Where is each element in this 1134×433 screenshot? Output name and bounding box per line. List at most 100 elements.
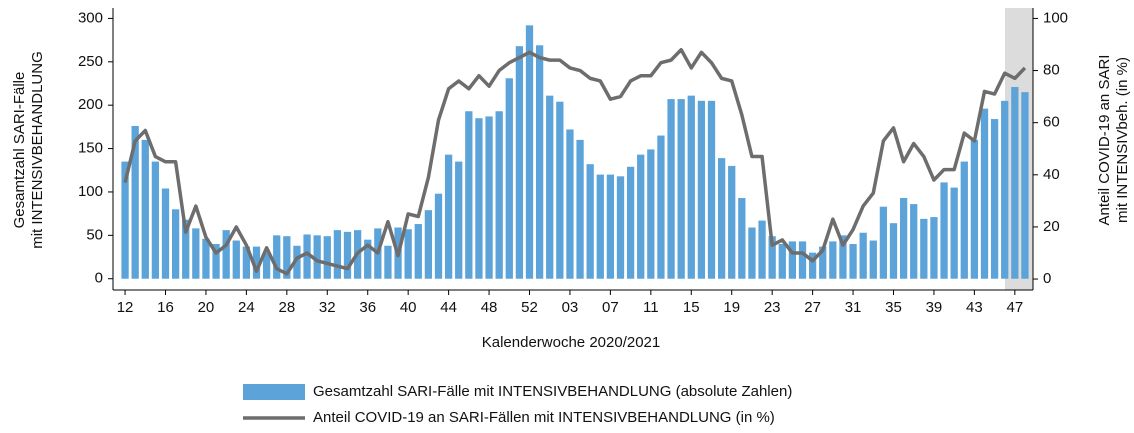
bar xyxy=(525,25,534,279)
bar xyxy=(515,46,524,279)
bar xyxy=(586,164,594,279)
bar xyxy=(1021,92,1029,279)
bar xyxy=(829,241,837,279)
bar xyxy=(728,165,736,279)
x-tick-label: 15 xyxy=(683,299,700,316)
x-tick-label: 19 xyxy=(723,299,740,316)
bar xyxy=(707,100,716,279)
bar xyxy=(262,252,271,279)
bar xyxy=(343,231,352,279)
bar xyxy=(505,78,513,279)
y2-axis-title: mit INTENSIVbeh. (in %) xyxy=(1114,57,1131,223)
bar xyxy=(687,95,695,279)
bar xyxy=(434,193,443,279)
bar xyxy=(303,234,311,279)
bar xyxy=(293,245,301,279)
bar xyxy=(849,244,857,279)
bar xyxy=(768,236,776,279)
bar xyxy=(990,119,999,279)
bar xyxy=(980,108,989,279)
bar xyxy=(839,235,847,279)
y-tick-label: 200 xyxy=(78,96,103,113)
bar xyxy=(495,111,503,279)
bar xyxy=(364,239,372,279)
x-tick-label: 23 xyxy=(764,299,781,316)
x-tick-label: 48 xyxy=(481,299,498,316)
bar xyxy=(465,111,473,279)
legend-swatch xyxy=(243,384,305,400)
y-tick-label: 0 xyxy=(95,270,103,287)
bar xyxy=(899,198,908,279)
y2-axis-title: Anteil COVID-19 an SARI xyxy=(1096,55,1113,226)
bar xyxy=(879,206,888,279)
bar xyxy=(151,161,160,279)
bar xyxy=(616,176,625,279)
bar xyxy=(778,244,786,279)
bar xyxy=(182,219,190,279)
y-tick-label: 150 xyxy=(78,140,103,157)
bar xyxy=(647,149,655,279)
bar xyxy=(950,187,958,279)
bar xyxy=(637,154,645,279)
y-axis-title: Gesamtzahl SARI-Fälle xyxy=(11,72,28,229)
y2-tick-label: 0 xyxy=(1043,270,1051,287)
bar xyxy=(738,198,746,279)
bar xyxy=(273,235,281,279)
y2-tick-label: 60 xyxy=(1043,114,1060,131)
bar xyxy=(283,236,291,279)
y-tick-label: 300 xyxy=(78,9,103,26)
bar xyxy=(323,236,331,279)
bar xyxy=(626,166,635,279)
bar xyxy=(889,223,898,279)
bar xyxy=(960,161,968,279)
bar xyxy=(910,204,918,279)
bar xyxy=(677,99,685,279)
bar xyxy=(202,238,210,279)
x-tick-label: 44 xyxy=(440,299,457,316)
bar xyxy=(566,129,574,279)
x-tick-label: 20 xyxy=(198,299,215,316)
bar xyxy=(819,246,827,279)
bar xyxy=(192,228,200,279)
x-tick-label: 47 xyxy=(1006,299,1023,316)
bar xyxy=(717,158,726,279)
bar xyxy=(748,227,756,279)
bar xyxy=(222,230,230,279)
bar xyxy=(667,99,675,279)
x-tick-label: 39 xyxy=(926,299,943,316)
bar xyxy=(576,139,584,279)
bar xyxy=(252,246,261,279)
bar xyxy=(232,240,240,279)
bar xyxy=(121,161,129,279)
bar xyxy=(535,45,544,279)
bar xyxy=(657,135,665,279)
bar xyxy=(485,116,493,279)
bar xyxy=(141,139,149,279)
bar xyxy=(758,220,766,279)
bar xyxy=(444,154,453,279)
x-tick-label: 27 xyxy=(804,299,821,316)
x-tick-label: 35 xyxy=(885,299,902,316)
x-tick-label: 40 xyxy=(400,299,417,316)
bar xyxy=(606,174,615,279)
bar xyxy=(869,240,877,279)
bar xyxy=(798,241,807,279)
bar xyxy=(333,230,342,279)
y2-tick-label: 20 xyxy=(1043,218,1060,235)
line xyxy=(123,47,1027,276)
bar xyxy=(161,188,170,279)
bar xyxy=(546,95,554,279)
x-tick-label: 07 xyxy=(602,299,619,316)
x-tick-label: 31 xyxy=(845,299,862,316)
bar xyxy=(940,182,948,279)
bar xyxy=(920,218,928,279)
bar xyxy=(131,126,139,279)
bar xyxy=(970,139,979,279)
x-tick-label: 52 xyxy=(521,299,538,316)
x-tick-label: 24 xyxy=(238,299,255,316)
x-tick-label: 28 xyxy=(278,299,295,316)
bar xyxy=(697,100,706,279)
bar xyxy=(424,210,433,279)
x-tick-label: 03 xyxy=(562,299,579,316)
bar xyxy=(859,232,867,279)
